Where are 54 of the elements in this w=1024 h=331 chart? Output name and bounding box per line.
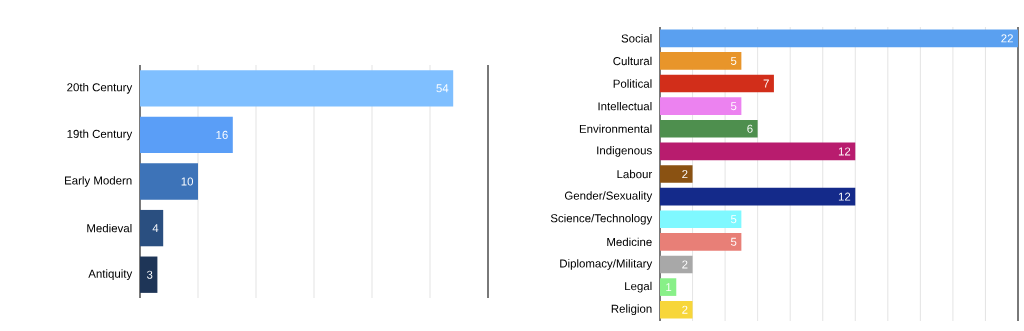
y-tick-label: Social: [621, 34, 652, 43]
bar: [660, 97, 742, 115]
y-tick-label: Antiquity: [88, 269, 133, 281]
data-label: 16: [216, 130, 228, 139]
data-label: 5: [730, 102, 737, 111]
data-label: 22: [1001, 34, 1013, 43]
bar: [140, 256, 158, 293]
data-label: 12: [838, 147, 851, 156]
data-label: 12: [838, 192, 851, 201]
y-tick-label: 19th Century: [67, 129, 133, 141]
data-label: 5: [730, 215, 737, 224]
bar: [660, 74, 774, 93]
bar: [660, 29, 1019, 48]
data-label: 5: [730, 56, 737, 65]
bar: [660, 187, 856, 206]
y-tick-label: Labour: [617, 169, 653, 179]
y-tick-label: Medicine: [607, 237, 652, 247]
bar: [140, 116, 233, 154]
data-label: 10: [181, 177, 194, 186]
data-label: 2: [682, 260, 688, 269]
bar: [660, 142, 856, 161]
y-tick-label: Religion: [611, 304, 652, 316]
data-label: 54: [436, 84, 449, 93]
y-tick-label: Indigenous: [597, 146, 652, 157]
data-label: 7: [763, 79, 769, 88]
data-label: 3: [146, 270, 153, 279]
y-tick-label: Legal: [625, 281, 652, 293]
y-tick-label: Gender/Sexuality: [564, 191, 653, 202]
y-tick-label: Environmental: [579, 124, 652, 133]
data-label: 1: [666, 283, 672, 292]
y-tick-label: Science/Technology: [550, 213, 653, 225]
data-label: 6: [747, 124, 753, 133]
bar: [660, 52, 742, 70]
bar: [660, 210, 742, 229]
y-tick-label: Intellectual: [598, 101, 652, 111]
bar: [660, 255, 693, 274]
data-label: 5: [730, 237, 737, 246]
data-label: 2: [682, 170, 688, 178]
bar: [660, 278, 677, 296]
bar: [660, 300, 693, 319]
y-tick-label: Diplomacy/Military: [560, 259, 653, 270]
data-label: 4: [152, 224, 159, 233]
data-label: 2: [682, 305, 688, 314]
y-tick-label: Early Modern: [65, 176, 132, 187]
y-tick-label: 20th Century: [67, 82, 133, 94]
bar: [660, 165, 693, 183]
y-tick-label: Cultural: [613, 56, 652, 66]
y-tick-label: Political: [613, 79, 652, 88]
bar: [140, 209, 164, 247]
bar: [140, 163, 198, 200]
bar: [660, 119, 758, 138]
bar: [140, 70, 454, 107]
y-tick-label: Medieval: [87, 223, 132, 233]
bar: [660, 233, 742, 251]
